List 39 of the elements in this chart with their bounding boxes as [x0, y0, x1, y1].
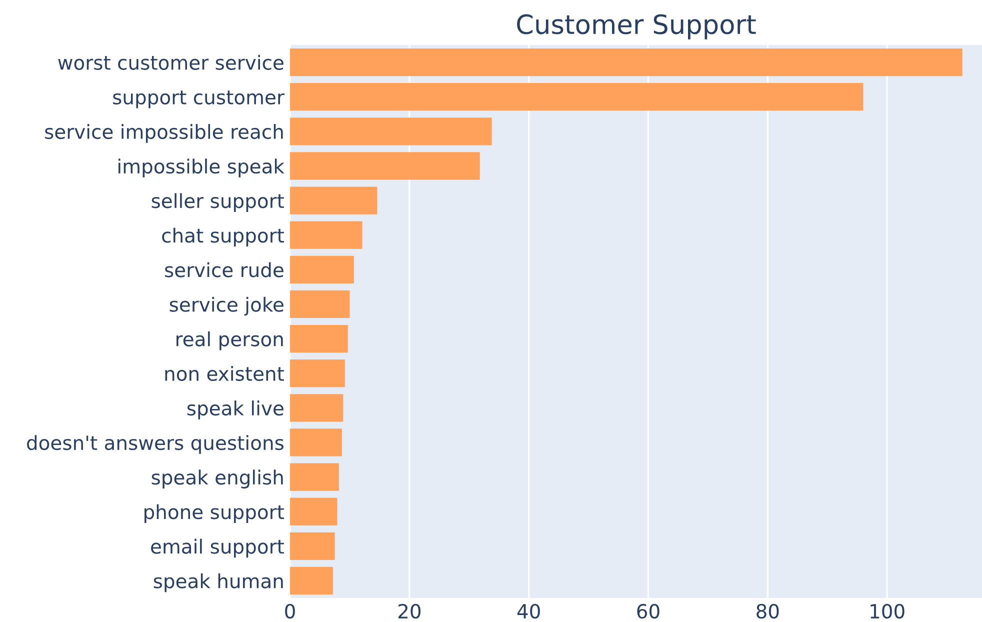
bar — [290, 48, 962, 76]
y-tick-label: service impossible reach — [45, 124, 283, 143]
y-tick-label: worst customer service — [58, 54, 284, 70]
chart-title: Customer Support — [517, 14, 756, 40]
y-tick-label: phone support — [144, 504, 284, 524]
y-tick-label: doesn't answers questions — [27, 435, 284, 454]
bar — [290, 290, 350, 318]
bar — [290, 566, 333, 595]
y-tick-label: impossible speak — [118, 158, 284, 178]
bar — [290, 83, 864, 111]
y-tick-label: non existent — [165, 366, 284, 382]
x-tick-label: 20 — [398, 604, 420, 619]
bar — [290, 118, 492, 146]
bar — [290, 498, 338, 526]
bar — [290, 360, 345, 388]
x-tick-label: 0 — [285, 604, 295, 619]
y-tick-label: speak live — [187, 400, 284, 420]
bar — [290, 221, 362, 249]
y-tick-label: support customer — [113, 90, 284, 108]
x-tick-label: 40 — [517, 604, 540, 619]
y-tick-label: email support — [151, 538, 284, 558]
y-tick-label: real person — [176, 331, 283, 350]
bar — [290, 428, 342, 456]
bar — [290, 186, 378, 214]
y-tick-label: speak human — [154, 573, 283, 592]
y-tick-label: service joke — [170, 296, 284, 316]
bar — [290, 394, 344, 422]
y-tick-label: speak english — [152, 470, 283, 488]
bar — [290, 532, 335, 560]
y-tick-label: service rude — [165, 262, 284, 278]
y-tick-label: chat support — [162, 228, 284, 247]
x-tick-label: 80 — [756, 604, 779, 619]
x-tick-label: 100 — [870, 604, 904, 619]
bar — [290, 463, 339, 491]
y-tick-label: seller support — [152, 193, 284, 212]
x-tick-label: 60 — [637, 604, 660, 619]
bar — [290, 324, 348, 353]
bar — [290, 256, 354, 284]
bar — [290, 152, 480, 180]
